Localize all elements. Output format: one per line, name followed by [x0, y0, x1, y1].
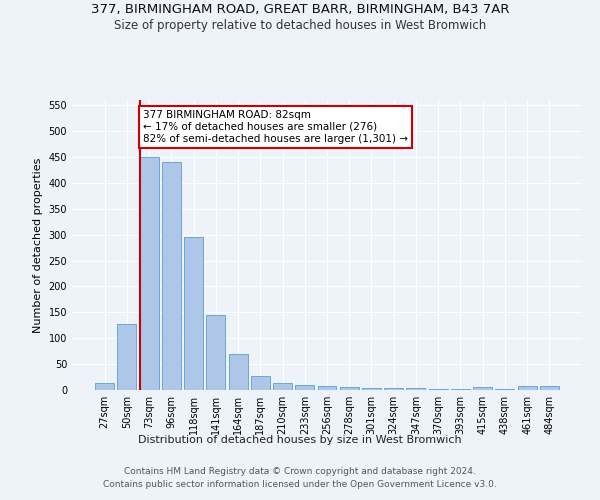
Bar [184, 237, 203, 390]
Bar [229, 354, 248, 390]
Text: Size of property relative to detached houses in West Bromwich: Size of property relative to detached ho… [114, 19, 486, 32]
Bar [95, 384, 114, 390]
Bar [206, 315, 225, 390]
Bar [473, 388, 492, 390]
Bar [429, 389, 448, 390]
Text: Contains HM Land Registry data © Crown copyright and database right 2024.: Contains HM Land Registry data © Crown c… [124, 468, 476, 476]
Bar [451, 389, 470, 390]
Text: 377 BIRMINGHAM ROAD: 82sqm
← 17% of detached houses are smaller (276)
82% of sem: 377 BIRMINGHAM ROAD: 82sqm ← 17% of deta… [143, 110, 408, 144]
Bar [384, 388, 403, 390]
Bar [162, 162, 181, 390]
Text: Contains public sector information licensed under the Open Government Licence v3: Contains public sector information licen… [103, 480, 497, 489]
Bar [140, 157, 158, 390]
Bar [540, 386, 559, 390]
Bar [295, 385, 314, 390]
Bar [118, 324, 136, 390]
Bar [406, 388, 425, 390]
Bar [518, 386, 536, 390]
Bar [362, 388, 381, 390]
Y-axis label: Number of detached properties: Number of detached properties [33, 158, 43, 332]
Text: Distribution of detached houses by size in West Bromwich: Distribution of detached houses by size … [138, 435, 462, 445]
Bar [273, 384, 292, 390]
Text: 377, BIRMINGHAM ROAD, GREAT BARR, BIRMINGHAM, B43 7AR: 377, BIRMINGHAM ROAD, GREAT BARR, BIRMIN… [91, 2, 509, 16]
Bar [340, 387, 359, 390]
Bar [496, 389, 514, 390]
Bar [251, 376, 270, 390]
Bar [317, 386, 337, 390]
